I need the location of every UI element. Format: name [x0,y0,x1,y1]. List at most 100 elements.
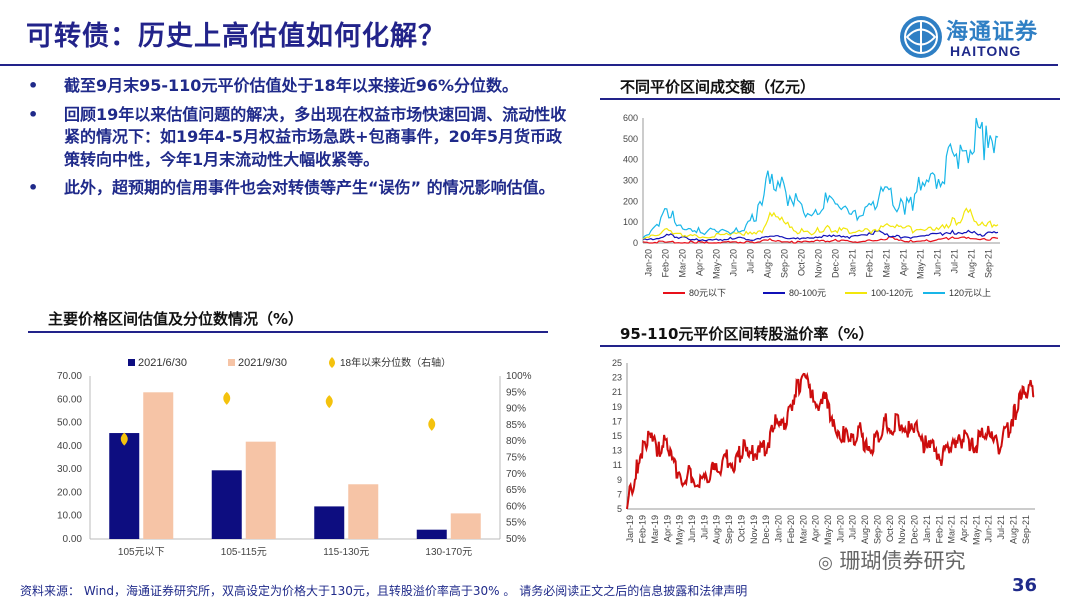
legend-label: 80-100元 [789,288,826,298]
x-tick-label: Apr-19 [662,515,672,542]
source-note: 资料来源： Wind，海通证券研究所，双高设定为价格大于130元，且转股溢价率高… [20,584,500,598]
x-tick-label: Nov-20 [897,515,907,544]
bar-jun [109,433,140,539]
watermark-text: 珊瑚债券研究 [839,549,966,573]
y-tick-label: 21 [612,387,622,397]
x-tick-label: Jul-21 [996,515,1006,540]
y-tick-label: 25 [612,358,622,368]
page-title: 可转债：历史上高估值如何化解？ [26,21,446,52]
haitong-logo: 海通证券 HAITONG [898,12,1058,62]
x-tick-label: Jan-21 [922,515,932,543]
bullet-item: • 回顾19年以来估值问题的解决，多出现在权益市场快速回调、流动性收紧的情况下：如… [28,104,568,172]
watermark: ◎ 珊瑚债券研究 [818,545,966,575]
x-tick-label: Mar-21 [882,249,892,278]
y-tick-label: 10.00 [57,511,82,522]
bar-jun [211,470,242,539]
y2-tick-label: 65% [506,485,526,496]
bullet-item: • 此外，超预期的信用事件也会对转债等产生“误伤” 的情况影响估值。 [28,177,568,200]
y-tick-label: 200 [623,196,638,206]
disclaimer-note: 请务必阅读正文之后的信息披露和法律声明 [519,584,748,598]
x-tick-label: Sep-20 [872,515,882,544]
footer-source: 资料来源： Wind，海通证券研究所，双高设定为价格大于130元，且转股溢价率高… [20,582,747,599]
x-tick-label: Oct-19 [736,515,746,542]
premium-chart-title-rule [600,345,1060,347]
y-tick-label: 30.00 [57,464,82,475]
x-tick-label: Mar-21 [947,515,957,544]
x-tick-label: Jun-19 [687,515,697,543]
x-tick-label: Dec-20 [910,515,920,544]
bullet-item: • 截至9月末95-110元平价估值处于18年以来接近96%分位数。 [28,75,568,98]
x-tick-label: Apr-21 [899,249,909,276]
x-tick-label: 105元以下 [118,547,165,558]
y2-tick-label: 100% [506,371,532,382]
bullet-text: 回顾19年以来估值问题的解决，多出现在权益市场快速回调、流动性收紧的情况下：如1… [64,104,567,169]
x-tick-label: Aug-19 [712,515,722,544]
legend-label: 80元以下 [689,288,726,298]
legend-swatch-sep [228,359,235,366]
page-number: 36 [1012,575,1038,596]
x-tick-label: Apr-20 [695,249,705,276]
x-tick-label: Jun-20 [729,249,739,277]
x-tick-label: Feb-19 [638,515,648,544]
x-tick-label: Oct-20 [885,515,895,542]
y2-tick-label: 80% [506,436,526,447]
x-tick-label: May-19 [675,515,685,545]
y2-tick-label: 55% [506,518,526,529]
x-tick-label: Apr-21 [959,515,969,542]
x-tick-label: 105-115元 [221,547,267,558]
y-tick-label: 100 [623,217,638,227]
x-tick-label: Sep-21 [1021,515,1031,544]
percentile-marker [325,395,333,409]
x-tick-label: Jan-20 [644,249,654,277]
x-tick-label: Feb-20 [661,249,671,278]
valuation-bar-chart: 0.00 10.00 20.00 30.00 40.00 50.00 60.00 70.00 5… [57,356,532,558]
x-tick-label: Jul-19 [699,515,709,540]
x-tick-label: Aug-21 [1008,515,1018,544]
x-tick-label: Mar-20 [678,249,688,278]
x-tick-label: Sep-21 [984,249,994,278]
y-tick-label: 20.00 [57,487,82,498]
legend-label: 120元以上 [949,288,991,298]
y2-tick-label: 75% [506,453,526,464]
y-tick-label: 40.00 [57,441,82,452]
percentile-marker [120,432,128,446]
x-tick-label: Jun-21 [933,249,943,277]
haitong-emblem-icon [900,16,942,58]
x-tick-label: Feb-20 [786,515,796,544]
bar-jun [314,506,345,539]
x-tick-label: Mar-19 [650,515,660,544]
series-line-100-120元 [642,207,999,240]
x-tick-label: May-21 [916,249,926,279]
bar-jun [416,529,447,539]
y2-tick-label: 90% [506,404,526,415]
y-tick-label: 600 [623,113,638,123]
x-tick-label: May-20 [712,249,722,279]
wechat-icon: ◎ [818,553,833,573]
bar-sep [450,513,481,539]
y-tick-label: 300 [623,176,638,186]
premium-chart-title: 95-110元平价区间转股溢价率（%） [620,325,874,343]
y2-tick-label: 85% [506,420,526,431]
bar-chart-title-rule [28,331,548,333]
y-tick-label: 400 [623,155,638,165]
bar-chart-title: 主要价格区间估值及分位数情况（%） [48,310,304,328]
bullet-text: 此外，超预期的信用事件也会对转债等产生“误伤” 的情况影响估值。 [64,178,555,197]
bar-sep [143,392,174,539]
bullet-mark: • [28,178,39,197]
y-tick-label: 0 [633,238,638,248]
y2-tick-label: 70% [506,469,526,480]
x-tick-label: Nov-19 [749,515,759,544]
volume-chart-title: 不同平价区间成交额（亿元） [620,78,816,96]
bar-sep [348,484,379,539]
bullet-mark: • [28,104,39,124]
x-tick-label: Apr-20 [811,515,821,542]
x-tick-label: Mar-20 [798,515,808,544]
series-line-80-100元 [642,229,999,242]
bullet-text: 截至9月末95-110元平价估值处于18年以来接近96%分位数。 [64,76,519,95]
legend-swatch-percentile [329,357,335,368]
y-tick-label: 13 [612,446,622,456]
x-tick-label: Jan-21 [848,249,858,277]
legend-label-sep: 2021/9/30 [238,357,287,369]
y-tick-label: 23 [612,373,622,383]
